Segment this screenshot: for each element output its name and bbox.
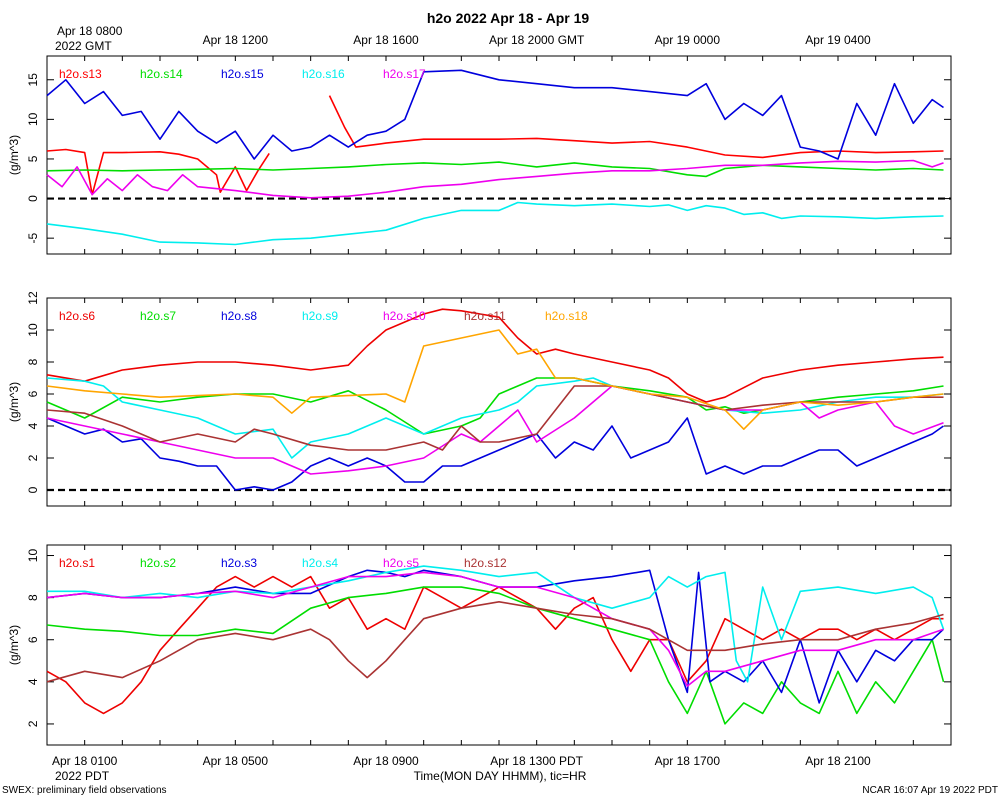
- legend-label: h2o.s2: [140, 556, 176, 570]
- legend-label: h2o.s10: [383, 309, 426, 323]
- top-axis-labels: Apr 18 1200 Apr 18 1600 Apr 18 2000 GMT Apr…: [203, 33, 871, 47]
- y-tick-label: 0: [26, 195, 40, 202]
- legend-label: h2o.s8: [221, 309, 257, 323]
- bottom-axis-label: Apr 18 1300 PDT: [490, 754, 583, 768]
- legend-label: h2o.s3: [221, 556, 257, 570]
- y-tick-label: 5: [26, 155, 40, 162]
- series-line-h2o-s6: [46, 308, 944, 403]
- y-tick-label: 8: [26, 358, 40, 365]
- legend-label: h2o.s1: [59, 556, 95, 570]
- bottom-axis-label: Apr 18 0100: [52, 754, 118, 768]
- legend-label: h2o.s12: [464, 556, 507, 570]
- y-tick-label: 10: [26, 112, 40, 126]
- top-axis-label: Apr 18 1200: [203, 33, 269, 47]
- plot-frame: [46, 544, 952, 746]
- chart-title: h2o 2022 Apr 18 - Apr 19: [427, 10, 590, 26]
- series-line-h2o-s16: [46, 201, 944, 246]
- series-line-h2o-s7: [46, 377, 944, 435]
- series-line-h2o-s18: [46, 329, 944, 430]
- y-tick-label: 12: [26, 291, 40, 305]
- y-axis-label: (g/m^3): [7, 135, 21, 175]
- legend-label: h2o.s18: [545, 309, 588, 323]
- y-tick-label: 6: [26, 636, 40, 643]
- legend-label: h2o.s13: [59, 67, 102, 81]
- top-axis-year-label: 2022 GMT: [55, 39, 112, 53]
- y-axis-label: (g/m^3): [7, 382, 21, 422]
- series-line-h2o-s10: [46, 385, 944, 475]
- legend-label: h2o.s16: [302, 67, 345, 81]
- legend-label: h2o.s6: [59, 309, 95, 323]
- legend-label: h2o.s5: [383, 556, 419, 570]
- y-tick-label: 4: [26, 422, 40, 429]
- series-line-h2o-s14: [46, 161, 944, 178]
- footer-note: SWEX: preliminary field observations: [2, 785, 167, 796]
- y-tick-label: 6: [26, 390, 40, 397]
- series-line-h2o-s1: [46, 575, 944, 715]
- y-tick-label: 4: [26, 678, 40, 685]
- series-line-h2o-s9: [46, 377, 944, 459]
- bottom-axis-label: Apr 18 0900: [353, 754, 419, 768]
- panel-2: 0 2 4 6 8 10 12 (g/m^3) h2o.s6 h2o.s7 h2o.s8 h2o.s9…: [7, 291, 952, 507]
- legend-label: h2o.s4: [302, 556, 338, 570]
- y-tick-label: -5: [26, 232, 40, 243]
- series-line-h2o-s15: [46, 69, 944, 160]
- legend-label: h2o.s11: [464, 309, 506, 323]
- bottom-axis-label: Apr 18 2100: [805, 754, 871, 768]
- legend-label: h2o.s17: [383, 67, 426, 81]
- series-line-h2o-s2: [46, 586, 945, 725]
- legend-label: h2o.s7: [140, 309, 176, 323]
- series-line-h2o-s17: [46, 159, 944, 199]
- bottom-axis-label: Apr 18 0500: [203, 754, 269, 768]
- panel-1: -5 0 5 10 15 (g/m^3) h2o.s13 h2o.s14 h2o.s15 h2o.…: [7, 55, 952, 255]
- top-axis-label: Apr 18 2000 GMT: [489, 33, 585, 47]
- y-tick-label: 15: [26, 73, 40, 87]
- top-axis-label: Apr 19 0000: [655, 33, 721, 47]
- series-line-h2o-s5: [46, 571, 944, 687]
- series-line-h2o-s8: [46, 417, 944, 491]
- series-line-h2o-s4: [47, 565, 945, 683]
- legend-label: h2o.s14: [140, 67, 183, 81]
- panel-3: 2 4 6 8 10 (g/m^3) h2o.s1 h2o.s2 h2o.s3 h2o.s4 h2o…: [7, 544, 952, 746]
- series-line-h2o-s12: [46, 601, 944, 683]
- bottom-axis-year-label: 2022 PDT: [55, 769, 110, 783]
- legend-label: h2o.s9: [302, 309, 338, 323]
- y-tick-label: 8: [26, 594, 40, 601]
- y-tick-label: 2: [26, 454, 40, 461]
- series-line-h2o-s13: [46, 95, 944, 196]
- bottom-axis-label: Apr 18 1700: [655, 754, 721, 768]
- top-axis-label: Apr 19 0400: [805, 33, 871, 47]
- bottom-axis-labels: Apr 18 0100 Apr 18 0500 Apr 18 0900 Apr 18 …: [52, 754, 871, 768]
- top-axis-label: Apr 18 1600: [353, 33, 419, 47]
- legend-label: h2o.s15: [221, 67, 264, 81]
- x-axis-label: Time(MON DAY HHMM), tic=HR: [414, 769, 587, 783]
- y-tick-label: 10: [26, 323, 40, 337]
- series-line-h2o-s11: [46, 385, 944, 451]
- y-tick-label: 10: [26, 549, 40, 563]
- footer-timestamp: NCAR 16:07 Apr 19 2022 PDT: [862, 785, 998, 796]
- top-axis-first-label: Apr 18 0800: [57, 24, 123, 38]
- y-tick-label: 2: [26, 720, 40, 727]
- y-tick-label: 0: [26, 486, 40, 493]
- y-axis-label: (g/m^3): [7, 625, 21, 665]
